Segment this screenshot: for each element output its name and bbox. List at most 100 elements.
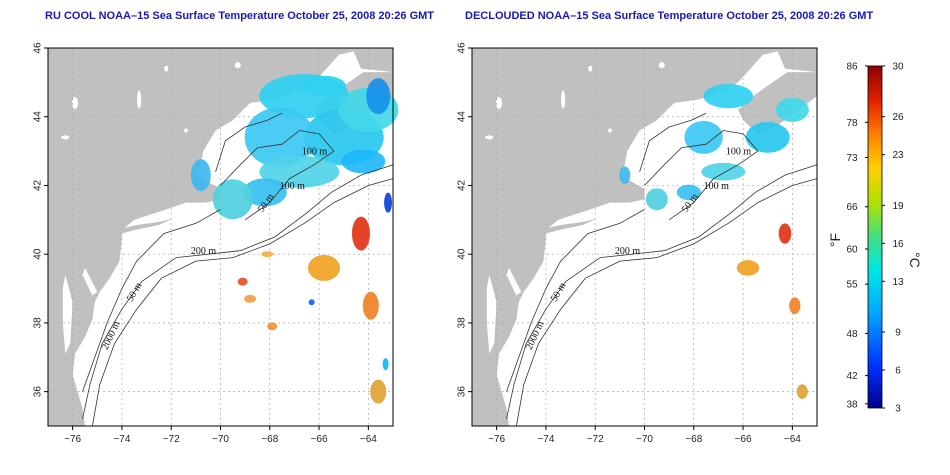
x-tick-label: −74: [113, 434, 130, 445]
fahrenheit-tick-label: 78: [846, 118, 858, 129]
celsius-tick-label: 23: [892, 150, 904, 161]
lake: [137, 90, 142, 109]
nova-scotia: [738, 72, 817, 134]
chesapeake-bay: [62, 274, 73, 354]
sst-patch-cold: [684, 120, 723, 154]
fahrenheit-tick-label: 86: [846, 62, 858, 73]
bathymetry-contour: [639, 112, 707, 172]
left-panel-title: RU COOL NOAA–15 Sea Surface Temperature …: [45, 10, 435, 22]
sst-patch-warm: [362, 291, 379, 320]
y-tick-label: 46: [33, 42, 44, 54]
sst-patch-edge: [382, 358, 389, 371]
contour-label: 100 m: [280, 181, 306, 192]
sst-patch-cold: [302, 75, 346, 96]
sst-patch-cold: [341, 149, 386, 174]
lake: [234, 62, 241, 69]
y-tick-label: 36: [457, 386, 468, 398]
sst-patch-edge: [308, 299, 315, 306]
sst-patch-cold: [619, 166, 631, 184]
sst-patch-warm: [261, 251, 274, 258]
bathymetry-contour: [506, 209, 645, 392]
celsius-tick-label: 6: [895, 366, 901, 377]
y-tick-label: 44: [33, 111, 44, 123]
fahrenheit-tick-label: 73: [846, 153, 858, 164]
y-tick-label: 36: [33, 386, 44, 398]
sst-patch-cold: [190, 159, 211, 192]
sst-patch-warm: [308, 254, 340, 281]
y-tick-label: 38: [33, 317, 44, 329]
colorbar-scale: [867, 65, 883, 409]
lake: [658, 62, 665, 69]
bathymetry-contour: [215, 112, 283, 172]
sst-patch-cold: [366, 78, 391, 115]
x-tick-label: −72: [587, 434, 604, 445]
lake: [588, 65, 593, 72]
delaware-bay: [82, 267, 98, 296]
sst-patch-edge: [384, 192, 393, 213]
land-mass: [48, 48, 393, 426]
sst-patch-cold: [745, 121, 790, 153]
sst-patch-cold: [645, 188, 668, 211]
lake: [61, 135, 70, 140]
x-tick-label: −68: [261, 434, 278, 445]
long-island: [121, 218, 174, 234]
y-tick-label: 38: [457, 317, 468, 329]
bathymetry-contour: [506, 164, 818, 420]
celsius-tick-label: 13: [892, 277, 904, 288]
fahrenheit-tick-label: 66: [846, 202, 858, 213]
celsius-tick-label: 3: [895, 404, 901, 415]
y-tick-label: 46: [457, 42, 468, 54]
y-tick-label: 40: [457, 248, 468, 260]
celsius-tick-label: 26: [892, 112, 904, 123]
y-tick-label: 44: [457, 111, 468, 123]
x-tick-label: −66: [311, 434, 328, 445]
sst-patch-warm: [267, 322, 278, 331]
y-tick-label: 42: [33, 179, 44, 191]
celsius-tick-label: 16: [892, 239, 904, 250]
sst-patch-warm: [778, 223, 792, 244]
x-tick-label: −66: [735, 434, 752, 445]
y-tick-label: 40: [33, 248, 44, 260]
bathymetry-contour: [220, 130, 335, 221]
celsius-tick-label: 30: [892, 62, 904, 73]
sst-patch-cold: [703, 84, 754, 109]
bathymetry-contour: [644, 130, 759, 221]
lake: [561, 90, 566, 109]
x-tick-label: −74: [537, 434, 554, 445]
fahrenheit-tick-label: 38: [846, 399, 858, 410]
sst-patch-warm: [244, 294, 257, 303]
fahrenheit-tick-label: 48: [846, 329, 858, 340]
colorbar: 30 86 26 78 23 73 19 66 16 60 13 55 9 48 6 42 3 38 °F °C: [827, 62, 923, 415]
x-tick-label: −76: [488, 434, 505, 445]
contour-label: 200 m: [615, 246, 641, 257]
sst-patch-warm: [351, 216, 370, 251]
sst-patch-warm: [736, 260, 760, 276]
lake: [485, 135, 494, 140]
fahrenheit-tick-label: 60: [846, 244, 858, 255]
x-tick-label: −72: [163, 434, 180, 445]
x-tick-label: −64: [784, 434, 801, 445]
bathymetry-contour: [92, 178, 394, 427]
delaware-bay: [506, 267, 522, 296]
contour-label: 100 m: [302, 147, 328, 158]
x-tick-label: −70: [212, 434, 229, 445]
contour-label: 100 m: [704, 181, 730, 192]
chesapeake-bay: [486, 274, 497, 354]
celsius-unit-label: °C: [907, 252, 923, 268]
sst-patch-warm: [789, 297, 801, 315]
sst-patch-cold: [242, 178, 287, 207]
sst-patch-cold: [775, 97, 809, 122]
bathymetry-contour: [82, 209, 221, 392]
fahrenheit-unit-label: °F: [827, 233, 843, 247]
contour-label: 200 m: [191, 246, 217, 257]
sst-patch-warm: [237, 277, 248, 286]
lake: [496, 96, 503, 109]
bathymetry-contour: [516, 178, 818, 427]
sst-patch-cold: [676, 184, 701, 201]
right-panel-title: DECLOUDED NOAA–15 Sea Surface Temperatur…: [465, 10, 874, 22]
lake: [72, 96, 79, 109]
bathymetry-contour: [82, 164, 394, 420]
